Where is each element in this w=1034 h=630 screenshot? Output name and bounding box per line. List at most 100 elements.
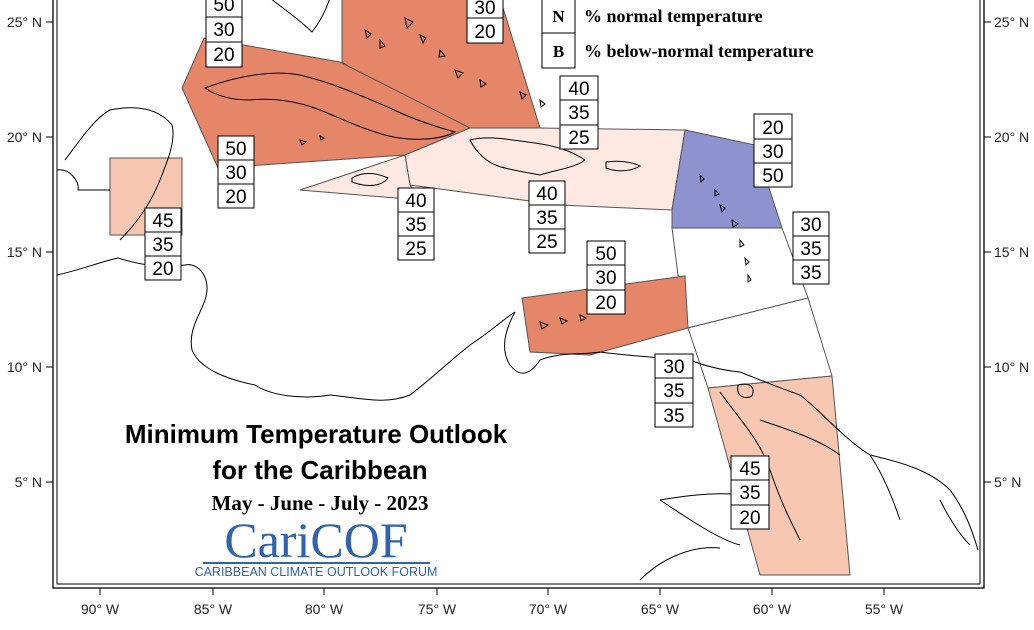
prob-stack-cuba: 50 30 20 [217, 135, 255, 209]
y-tick-label: 10° N [7, 359, 42, 375]
prob-value: 50 [225, 139, 246, 160]
probability-stacks: 30 20 50 30 20 50 30 20 45 35 20 [144, 0, 830, 530]
prob-value: 30 [225, 163, 246, 184]
prob-value: 30 [663, 357, 684, 378]
prob-value: 45 [739, 459, 760, 480]
coast-hispaniola [469, 137, 586, 176]
prob-stack-hispaniola: 40 35 25 [528, 180, 566, 254]
prob-stack-jamaica: 40 35 25 [397, 187, 435, 261]
prob-value: 35 [663, 381, 684, 402]
prob-value: 50 [213, 0, 234, 16]
prob-value: 20 [739, 508, 760, 529]
prob-stack-windward: 30 35 35 [792, 211, 830, 285]
legend-label: % below-normal temperature [584, 41, 814, 61]
y-tick-label: 20° N [7, 129, 42, 145]
y-tick-label: 10° N [994, 359, 1029, 375]
prob-stack-guianas: 45 35 20 [730, 455, 770, 530]
prob-value: 30 [595, 268, 616, 289]
y-tick-label: 15° N [994, 244, 1029, 260]
prob-value: 30 [474, 0, 495, 19]
island-cayman [299, 135, 325, 146]
prob-value: 25 [568, 128, 589, 149]
coast-trinidad [737, 383, 754, 399]
prob-value: 35 [663, 406, 684, 427]
prob-stack-bahamas: 30 20 [466, 0, 504, 44]
coast-florida [271, 0, 330, 33]
prob-value: 30 [213, 20, 234, 41]
island-abc [539, 314, 588, 330]
x-tick-label: 90° W [81, 601, 120, 617]
y-tick-label: 15° N [7, 244, 42, 260]
prob-value: 20 [595, 293, 616, 314]
x-tick-label: 65° W [641, 601, 680, 617]
prob-value: 20 [213, 45, 234, 66]
forecast-period: May - June - July - 2023 [212, 491, 429, 515]
prob-value: 45 [152, 211, 173, 232]
prob-value: 35 [800, 263, 821, 284]
prob-value: 35 [568, 103, 589, 124]
prob-value: 25 [405, 239, 426, 260]
y-tick-label: 5° N [994, 474, 1021, 490]
legend-key-box [541, 32, 576, 69]
zone-abc [521, 275, 689, 356]
x-axis-labels: 90° W 85° W 80° W 75° W 70° W 65° W 60° … [81, 601, 904, 617]
island-turks [519, 91, 546, 108]
x-tick-label: 55° W [865, 601, 904, 617]
legend: N % normal temperature B % below-normal … [541, 0, 814, 69]
coast-puerto-rico [605, 160, 642, 172]
prob-stack-leeward: 20 30 50 [753, 113, 793, 188]
map-subtitle: for the Caribbean [212, 455, 427, 485]
x-tick-label: 75° W [418, 601, 457, 617]
prob-stack-belize: 45 35 20 [144, 207, 182, 281]
island-leeward [699, 173, 752, 283]
prob-value: 35 [739, 483, 760, 504]
prob-value: 50 [595, 244, 616, 265]
legend-key: N [552, 7, 565, 26]
caricof-logo: CariCOF CARIBBEAN CLIMATE OUTLOOK FORUM [195, 512, 438, 579]
prob-value: 50 [762, 166, 783, 187]
prob-value: 40 [568, 79, 589, 100]
prob-value: 35 [405, 215, 426, 236]
x-tick-label: 60° W [753, 601, 792, 617]
y-tick-label: 20° N [994, 129, 1029, 145]
prob-value: 40 [536, 184, 557, 205]
prob-value: 20 [152, 259, 173, 280]
prob-stack-abc: 50 30 20 [586, 240, 626, 315]
title-block: Minimum Temperature Outlook for the Cari… [125, 419, 508, 515]
y-tick-label: 25° N [994, 14, 1029, 30]
prob-stack-trinidad: 30 35 35 [654, 353, 694, 428]
prob-value: 30 [800, 215, 821, 236]
prob-value: 35 [152, 235, 173, 256]
legend-key: B [553, 42, 564, 61]
map-inner-frame [56, 0, 981, 585]
coast-cuba [203, 72, 457, 140]
x-tick-label: 70° W [529, 601, 568, 617]
small-islands [299, 17, 752, 330]
prob-value: 20 [762, 118, 783, 139]
prob-stack-north-cuba: 50 30 20 [205, 0, 243, 68]
coast-yucatan [64, 107, 174, 241]
x-tick-label: 85° W [194, 601, 233, 617]
coast-jamaica [351, 173, 389, 186]
prob-value: 35 [536, 208, 557, 229]
prob-value: 40 [405, 191, 426, 212]
prob-value: 30 [762, 142, 783, 163]
axis-ticks [46, 21, 991, 595]
map-title: Minimum Temperature Outlook [125, 419, 508, 449]
zone-jamaica [299, 154, 421, 201]
logo-wordmark: CariCOF [224, 512, 407, 568]
coast-mexico-west [56, 169, 110, 191]
prob-value: 35 [800, 239, 821, 260]
border-south-america [639, 454, 971, 581]
y-tick-label: 5° N [15, 474, 42, 490]
x-tick-label: 80° W [305, 601, 344, 617]
island-bahamas-1 [364, 17, 487, 88]
legend-label: % normal temperature [584, 6, 763, 26]
legend-key-box [541, 0, 576, 34]
y-axis-labels-right: 25° N 20° N 15° N 10° N 5° N [994, 14, 1029, 490]
y-tick-label: 25° N [7, 14, 42, 30]
prob-value: 20 [474, 22, 495, 43]
prob-value: 25 [536, 232, 557, 253]
y-axis-labels-left: 25° N 20° N 15° N 10° N 5° N [7, 14, 42, 490]
